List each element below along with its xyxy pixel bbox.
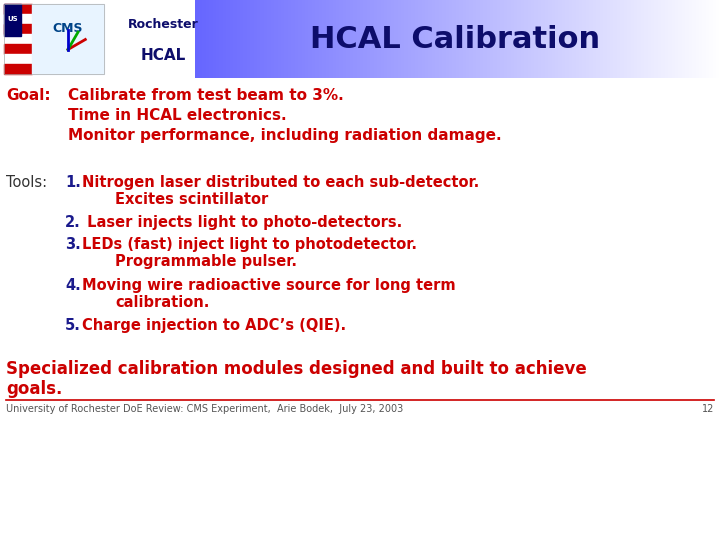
- Bar: [4, 24, 32, 34]
- Text: Calibrate from test beam to 3%.: Calibrate from test beam to 3%.: [68, 88, 343, 103]
- Text: 1.: 1.: [65, 175, 81, 190]
- Text: US: US: [7, 16, 18, 22]
- Text: 2.: 2.: [65, 215, 81, 230]
- Bar: [4, 14, 32, 24]
- Text: Rochester: Rochester: [127, 18, 199, 31]
- Text: Charge injection to ADC’s (QIE).: Charge injection to ADC’s (QIE).: [82, 318, 346, 333]
- Text: Monitor performance, including radiation damage.: Monitor performance, including radiation…: [68, 128, 502, 143]
- Text: 3.: 3.: [65, 237, 81, 252]
- Text: calibration.: calibration.: [115, 295, 210, 310]
- Text: Excites scintillator: Excites scintillator: [115, 192, 269, 207]
- Text: LEDs (fast) inject light to photodetector.: LEDs (fast) inject light to photodetecto…: [82, 237, 417, 252]
- Text: 12: 12: [701, 404, 714, 414]
- Bar: [4, 34, 32, 44]
- Text: Laser injects light to photo-detectors.: Laser injects light to photo-detectors.: [82, 215, 402, 230]
- Bar: [4, 4, 104, 74]
- Bar: [4, 4, 32, 14]
- Text: Programmable pulser.: Programmable pulser.: [115, 254, 297, 269]
- Text: goals.: goals.: [6, 380, 63, 398]
- Bar: [4, 64, 32, 74]
- Bar: [4, 54, 32, 64]
- Bar: [4, 4, 21, 36]
- Bar: [0, 0, 195, 78]
- Text: Goal:: Goal:: [6, 88, 50, 103]
- Text: CMS: CMS: [53, 22, 84, 35]
- Bar: [32, 4, 104, 74]
- Text: 4.: 4.: [65, 278, 81, 293]
- Text: HCAL Calibration: HCAL Calibration: [310, 24, 600, 53]
- Text: HCAL: HCAL: [140, 48, 186, 63]
- Text: Time in HCAL electronics.: Time in HCAL electronics.: [68, 108, 287, 123]
- Text: 5.: 5.: [65, 318, 81, 333]
- Text: Specialized calibration modules designed and built to achieve: Specialized calibration modules designed…: [6, 360, 587, 378]
- Text: University of Rochester DoE Review: CMS Experiment,  Arie Bodek,  July 23, 2003: University of Rochester DoE Review: CMS …: [6, 404, 403, 414]
- Text: Tools:: Tools:: [6, 175, 47, 190]
- Text: Moving wire radioactive source for long term: Moving wire radioactive source for long …: [82, 278, 456, 293]
- Bar: [4, 44, 32, 54]
- Text: Nitrogen laser distributed to each sub-detector.: Nitrogen laser distributed to each sub-d…: [82, 175, 480, 190]
